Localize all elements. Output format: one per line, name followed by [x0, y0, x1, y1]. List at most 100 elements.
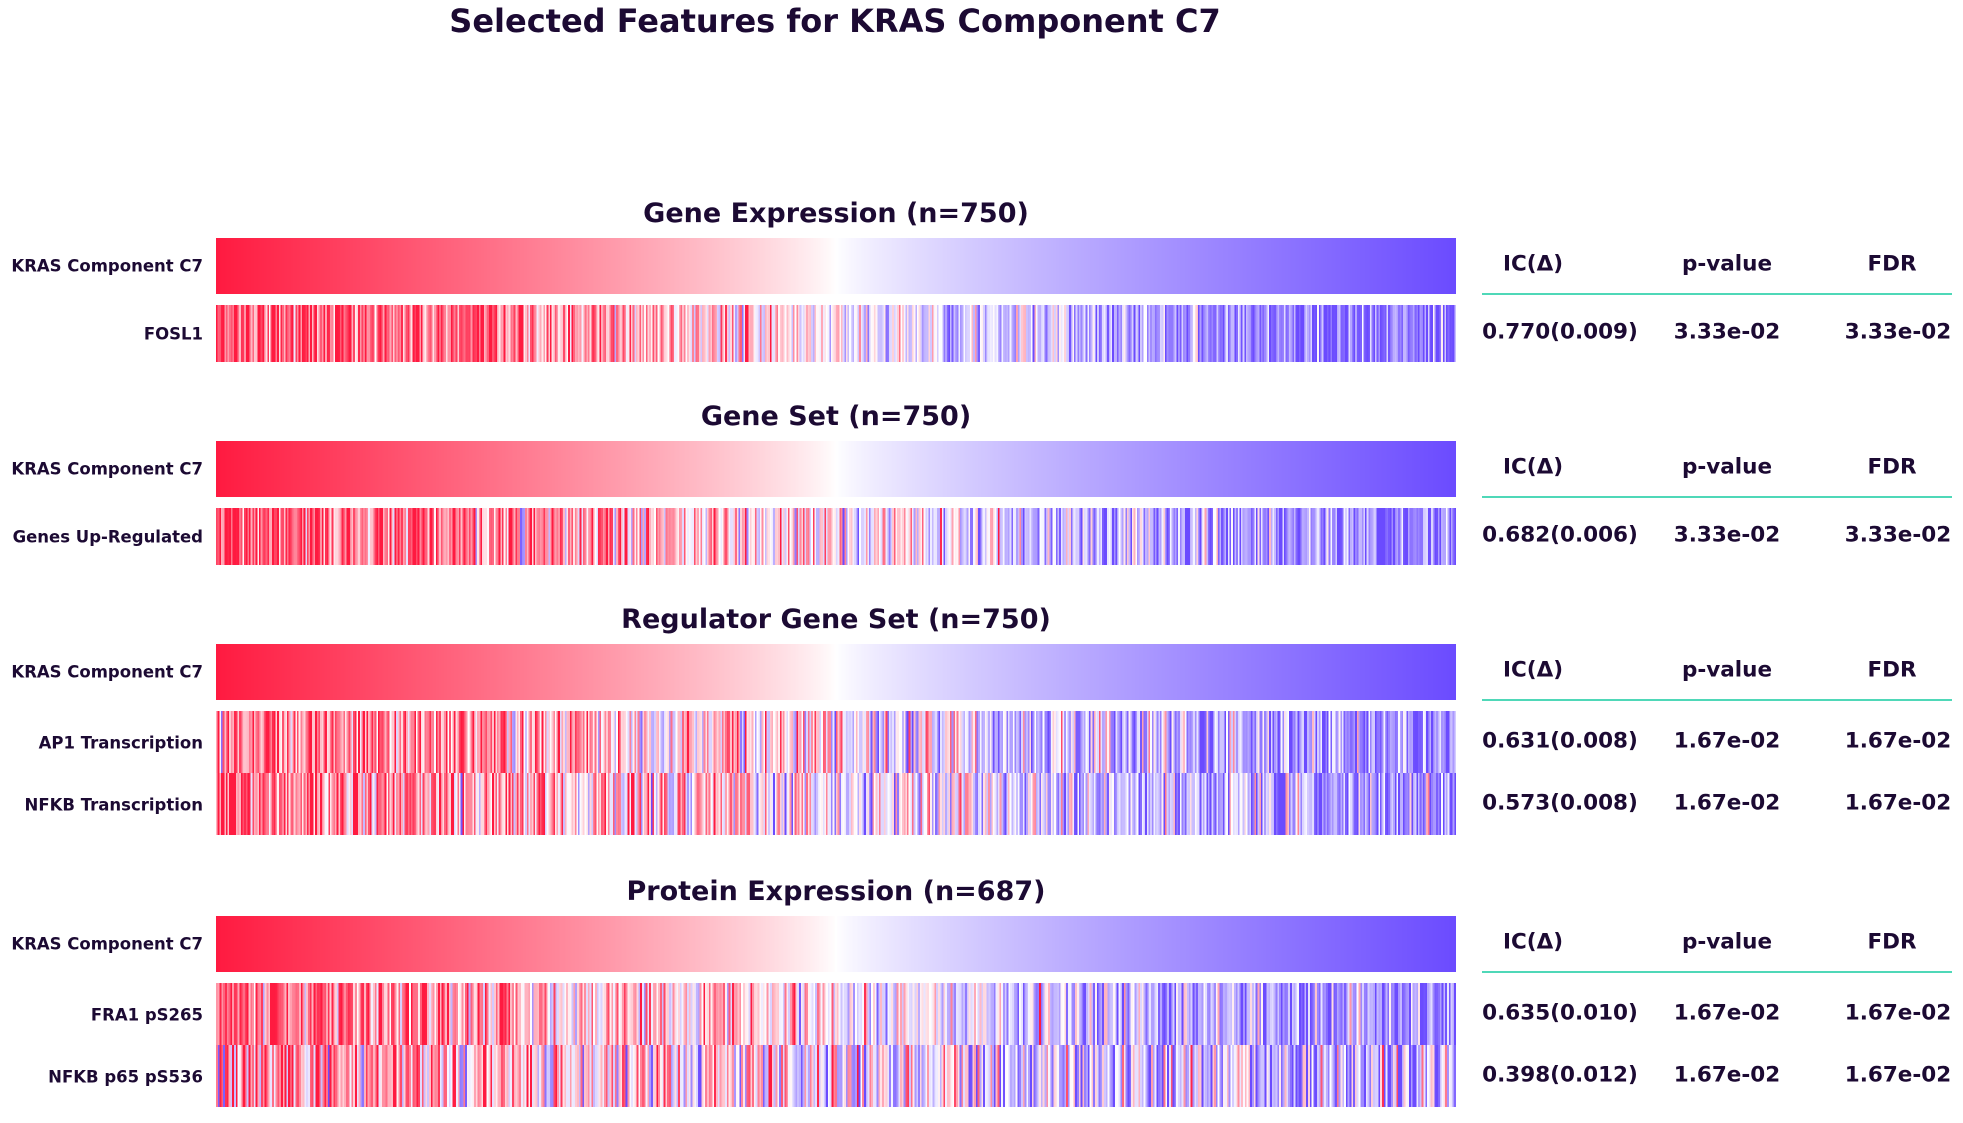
heatmap-cell — [860, 305, 864, 362]
heatmap-cell — [665, 441, 668, 497]
heatmap-cell — [1095, 644, 1098, 700]
heatmap-cell — [763, 305, 766, 362]
heatmap-cell — [1075, 238, 1078, 294]
heatmap-cell — [938, 644, 941, 700]
heatmap-cell — [277, 644, 280, 700]
heatmap-cell — [462, 644, 465, 700]
heatmap-cell — [239, 644, 242, 700]
heatmap-cell — [903, 238, 907, 294]
heatmap-cell — [581, 773, 584, 835]
heatmap-cell — [900, 773, 903, 835]
heatmap-cell — [979, 644, 983, 700]
heatmap-cell — [961, 711, 964, 773]
heatmap-cell — [667, 711, 670, 773]
heatmap-cell — [1084, 644, 1087, 700]
heatmap-cell — [1140, 711, 1143, 773]
heatmap-cell — [1128, 644, 1131, 700]
heatmap-cell — [766, 508, 769, 565]
heatmap-cell — [688, 508, 692, 565]
heatmap-cell — [508, 508, 511, 565]
heatmap-cell — [915, 773, 918, 835]
heatmap-cell — [822, 508, 826, 565]
heatmap-cell — [435, 711, 439, 773]
heatmap-cell — [1264, 238, 1267, 294]
heatmap-cell — [793, 305, 796, 362]
heatmap-cell — [806, 238, 809, 294]
heatmap-cell — [931, 644, 935, 700]
heatmap-cell — [768, 441, 771, 497]
heatmap-cell — [878, 644, 882, 700]
heatmap-cell — [535, 711, 538, 773]
heatmap-cell — [1429, 711, 1432, 773]
heatmap-cell — [1097, 644, 1100, 700]
heatmap-cell — [435, 773, 439, 835]
heatmap-cell — [373, 441, 376, 497]
heatmap-cell — [688, 711, 692, 773]
heatmap-cell — [1176, 238, 1179, 294]
heatmap-cell — [450, 305, 454, 362]
heatmap-cell — [1060, 441, 1064, 497]
heatmap-cell — [546, 711, 549, 773]
heatmap-cell — [424, 508, 427, 565]
heatmap-cell — [917, 305, 920, 362]
heatmap-cell — [854, 711, 857, 773]
heatmap-cell — [1293, 305, 1297, 362]
heatmap-cell — [898, 508, 902, 565]
heatmap-cell — [880, 773, 883, 835]
heatmap-cell — [382, 238, 386, 294]
heatmap-cell — [683, 508, 687, 565]
heatmap-cell — [680, 644, 683, 700]
heatmap-cell — [1072, 238, 1075, 294]
heatmap-cell — [826, 644, 829, 700]
heatmap-cell — [797, 238, 801, 294]
heatmap-cell — [1112, 508, 1115, 565]
heatmap-cell — [946, 441, 950, 497]
heatmap-cell — [1295, 441, 1298, 497]
heatmap-cell — [559, 644, 563, 700]
heatmap-cell — [592, 644, 596, 700]
heatmap-cell — [1262, 441, 1265, 497]
heatmap-cell — [1131, 644, 1135, 700]
heatmap-cell — [1401, 508, 1404, 565]
heatmap-cell — [783, 711, 786, 773]
heatmap-cell — [948, 644, 951, 700]
heatmap-cell — [885, 773, 888, 835]
heatmap-cell — [958, 508, 961, 565]
heatmap-cell — [740, 773, 743, 835]
heatmap-cell — [895, 711, 898, 773]
heatmap-cell — [563, 305, 566, 362]
heatmap-cell — [1449, 508, 1452, 565]
heatmap-cell — [1011, 644, 1014, 700]
heatmap-cell — [695, 773, 698, 835]
heatmap-cell — [999, 238, 1002, 294]
heatmap-cell — [725, 305, 728, 362]
heatmap-cell — [421, 441, 424, 497]
heatmap-cell — [561, 644, 564, 700]
heatmap-cell — [220, 773, 224, 835]
heatmap-cell — [445, 711, 449, 773]
heatmap-cell — [1052, 305, 1055, 362]
heatmap-cell — [1393, 305, 1396, 362]
heatmap-cell — [417, 238, 420, 294]
heatmap-cell — [682, 508, 685, 565]
heatmap-cell — [268, 508, 272, 565]
heatmap-cell — [387, 305, 391, 362]
heatmap-cell — [336, 441, 339, 497]
heatmap-cell — [1422, 711, 1426, 773]
heatmap-cell — [564, 305, 568, 362]
heatmap-cell — [1088, 508, 1092, 565]
heatmap-cell — [374, 238, 377, 294]
heatmap-cell — [842, 773, 845, 835]
heatmap-cell — [687, 305, 690, 362]
heatmap-cell — [907, 508, 910, 565]
heatmap-cell — [364, 711, 368, 773]
heatmap-svg — [216, 441, 1456, 497]
heatmap-cell — [500, 305, 503, 362]
heatmap-cell — [425, 305, 429, 362]
heatmap-cell — [1239, 711, 1242, 773]
heatmap-cell — [258, 773, 262, 835]
heatmap-cell — [1282, 305, 1285, 362]
heatmap-cell — [404, 305, 407, 362]
heatmap-cell — [1165, 508, 1168, 565]
heatmap-cell — [470, 508, 473, 565]
